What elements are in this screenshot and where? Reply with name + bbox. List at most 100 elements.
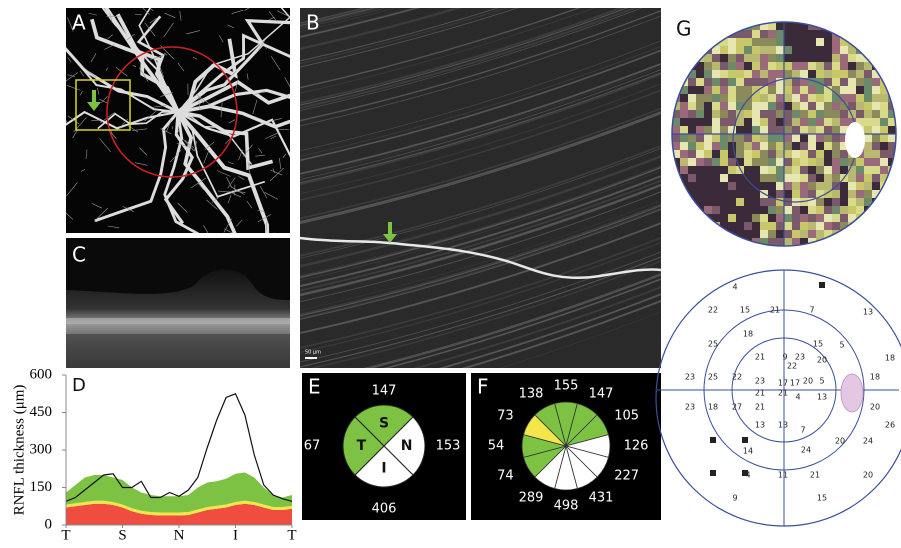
map-cell — [824, 134, 832, 142]
map-cell — [792, 86, 800, 94]
threshold-value: 22 — [732, 373, 742, 382]
map-cell — [776, 206, 784, 214]
threshold-value: 13 — [755, 421, 765, 430]
map-cell — [840, 118, 848, 126]
map-cell — [720, 214, 728, 222]
map-cell — [720, 190, 728, 198]
sector-value: 147 — [589, 387, 614, 402]
map-cell — [856, 174, 864, 182]
map-cell — [776, 166, 784, 174]
map-cell — [768, 166, 776, 174]
map-cell — [696, 166, 704, 174]
map-cell — [720, 54, 728, 62]
map-cell — [840, 182, 848, 190]
map-cell — [808, 206, 816, 214]
map-cell — [824, 206, 832, 214]
map-cell — [872, 142, 880, 150]
map-cell — [864, 110, 872, 118]
map-cell — [832, 206, 840, 214]
map-cell — [784, 46, 792, 54]
map-cell — [872, 158, 880, 166]
map-cell — [840, 214, 848, 222]
map-cell — [712, 198, 720, 206]
map-cell — [712, 126, 720, 134]
map-cell — [832, 38, 840, 46]
threshold-value: 27 — [732, 403, 742, 412]
map-cell — [752, 78, 760, 86]
map-cell — [688, 166, 696, 174]
map-cell — [808, 158, 816, 166]
threshold-value: 20 — [863, 471, 873, 480]
x-tick-label: S — [118, 527, 126, 543]
map-cell — [696, 110, 704, 118]
map-cell — [800, 134, 808, 142]
map-cell — [816, 46, 824, 54]
threshold-value: 7 — [800, 426, 805, 435]
map-cell — [832, 150, 840, 158]
y-tick-label: 600 — [30, 366, 53, 382]
threshold-value: 20 — [803, 377, 813, 386]
map-cell — [792, 174, 800, 182]
map-cell — [744, 198, 752, 206]
map-cell — [824, 118, 832, 126]
map-cell — [808, 62, 816, 70]
threshold-value: 20 — [870, 403, 880, 412]
map-cell — [832, 166, 840, 174]
map-cell — [736, 182, 744, 190]
map-cell — [696, 158, 704, 166]
threshold-value: 15 — [740, 306, 750, 315]
map-cell — [840, 158, 848, 166]
map-cell — [832, 134, 840, 142]
map-cell — [800, 150, 808, 158]
map-cell — [744, 222, 752, 230]
map-cell — [816, 86, 824, 94]
map-cell — [776, 214, 784, 222]
map-cell — [848, 70, 856, 78]
map-cell — [840, 70, 848, 78]
map-cell — [752, 46, 760, 54]
map-cell — [864, 190, 872, 198]
map-cell — [728, 38, 736, 46]
map-cell — [768, 174, 776, 182]
map-cell — [752, 198, 760, 206]
map-cell — [760, 230, 768, 238]
defect-square — [742, 437, 748, 443]
map-cell — [720, 110, 728, 118]
map-cell — [760, 182, 768, 190]
map-cell — [824, 126, 832, 134]
x-tick-label: T — [61, 527, 70, 543]
map-cell — [720, 158, 728, 166]
map-cell — [832, 174, 840, 182]
threshold-value: 21 — [755, 389, 765, 398]
scale-text: 50 μm — [305, 350, 321, 356]
map-cell — [712, 86, 720, 94]
map-cell — [816, 30, 824, 38]
map-cell — [792, 230, 800, 238]
map-cell — [768, 38, 776, 46]
map-cell — [672, 126, 680, 134]
map-cell — [832, 102, 840, 110]
threshold-value: 20 — [835, 437, 845, 446]
map-cell — [832, 190, 840, 198]
y-tick-label: 450 — [30, 404, 53, 420]
map-cell — [816, 134, 824, 142]
map-cell — [776, 230, 784, 238]
sector-name: N — [401, 438, 413, 454]
map-cell — [728, 102, 736, 110]
map-cell — [800, 166, 808, 174]
map-cell — [816, 110, 824, 118]
map-cell — [880, 158, 888, 166]
map-cell — [736, 70, 744, 78]
map-cell — [832, 142, 840, 150]
map-cell — [864, 86, 872, 94]
map-cell — [696, 102, 704, 110]
map-cell — [688, 182, 696, 190]
map-cell — [720, 118, 728, 126]
map-cell — [800, 94, 808, 102]
map-cell — [688, 102, 696, 110]
map-cell — [768, 110, 776, 118]
map-cell — [808, 214, 816, 222]
map-cell — [760, 62, 768, 70]
map-cell — [736, 142, 744, 150]
